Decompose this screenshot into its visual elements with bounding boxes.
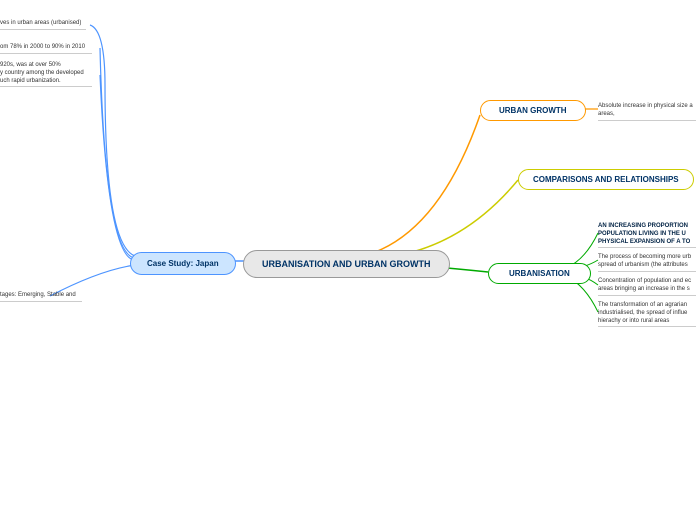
leaf-urb-4: The transformation of an agrarian indust… xyxy=(598,302,696,327)
leaf-urb-2: The process of becoming more urb spread … xyxy=(598,254,696,272)
leaf-urb-3: Concentration of population and ec areas… xyxy=(598,278,696,296)
urbanisation-node[interactable]: URBANISATION xyxy=(488,263,591,284)
comp-label: COMPARISONS AND RELATIONSHIPS xyxy=(533,175,679,184)
root-label: URBANISATION AND URBAN GROWTH xyxy=(262,259,431,269)
leaf-growth: Absolute increase in physical size a are… xyxy=(598,103,696,121)
case-study-node[interactable]: Case Study: Japan xyxy=(130,252,236,275)
root-node[interactable]: URBANISATION AND URBAN GROWTH xyxy=(243,250,450,278)
comparisons-node[interactable]: COMPARISONS AND RELATIONSHIPS xyxy=(518,169,694,190)
leaf-left-1: ves in urban areas (urbanised) xyxy=(0,20,86,30)
urban-growth-node[interactable]: URBAN GROWTH xyxy=(480,100,586,121)
urban-label: URBANISATION xyxy=(509,269,570,278)
leaf-urb-heading: AN INCREASING PROPORTION POPULATION LIVI… xyxy=(598,223,696,248)
urbgrowth-label: URBAN GROWTH xyxy=(499,106,567,115)
leaf-left-3: 920s, was at over 50% y country among th… xyxy=(0,62,92,87)
leaf-left-2: om 78% in 2000 to 90% in 2010 xyxy=(0,44,92,54)
leaf-left-4: tages: Emerging, Stable and xyxy=(0,292,82,302)
case-label: Case Study: Japan xyxy=(147,259,219,268)
